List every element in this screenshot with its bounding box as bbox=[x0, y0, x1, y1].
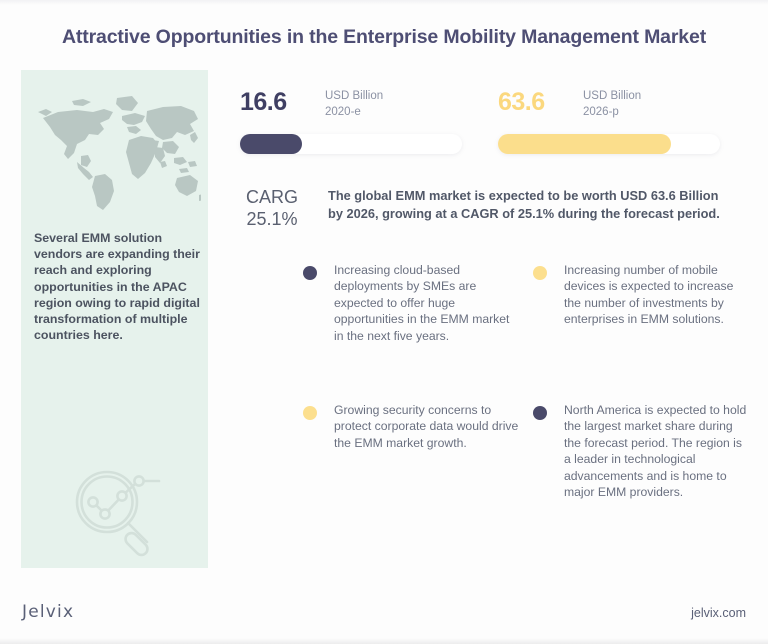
stat-unit-line1: USD Billion bbox=[583, 90, 642, 102]
progress-bar-track bbox=[498, 134, 720, 154]
insight-text: Growing security concerns to protect cor… bbox=[334, 403, 519, 450]
stat-card-2020: 16.6 USD Billion 2020-e bbox=[232, 88, 464, 163]
stat-value: 16.6 bbox=[240, 88, 287, 116]
world-map-icon bbox=[29, 92, 201, 212]
magnifier-chart-icon bbox=[67, 462, 167, 562]
insight-text: Increasing cloud-based deployments by SM… bbox=[334, 263, 510, 343]
insight-text: North America is expected to hold the la… bbox=[564, 403, 747, 500]
stat-unit: USD Billion 2026-p bbox=[583, 89, 641, 120]
cagr-value: 25.1% bbox=[246, 209, 298, 229]
cagr-label: CARG bbox=[245, 187, 298, 207]
brand-logo: Jelvix bbox=[22, 602, 75, 622]
stat-unit-line2: 2026-p bbox=[583, 105, 619, 118]
stat-unit-line2: 2020-e bbox=[325, 105, 361, 118]
progress-bar-track bbox=[240, 134, 462, 154]
bullet-dot-icon bbox=[533, 406, 547, 420]
bullet-dot-icon bbox=[303, 406, 317, 420]
bullet-dot-icon bbox=[303, 266, 317, 280]
progress-bar-fill bbox=[498, 134, 672, 154]
insight-text: Increasing number of mobile devices is e… bbox=[564, 263, 734, 327]
market-summary: The global EMM market is expected to be … bbox=[328, 188, 720, 221]
stat-unit-line1: USD Billion bbox=[325, 90, 384, 102]
cagr-block: CARG 25.1% bbox=[229, 186, 315, 230]
stat-value: 63.6 bbox=[498, 88, 545, 116]
stat-card-2026: 63.6 USD Billion 2026-p bbox=[490, 88, 722, 163]
apac-panel: Several EMM solution vendors are expandi… bbox=[21, 70, 208, 568]
bullet-dot-icon bbox=[533, 266, 547, 280]
apac-note: Several EMM solution vendors are expandi… bbox=[34, 231, 200, 343]
stat-unit: USD Billion 2020-e bbox=[325, 89, 383, 120]
page-title: Attractive Opportunities in the Enterpri… bbox=[61, 26, 707, 48]
progress-bar-fill bbox=[240, 134, 303, 154]
website-url[interactable]: jelvix.com bbox=[691, 606, 746, 620]
